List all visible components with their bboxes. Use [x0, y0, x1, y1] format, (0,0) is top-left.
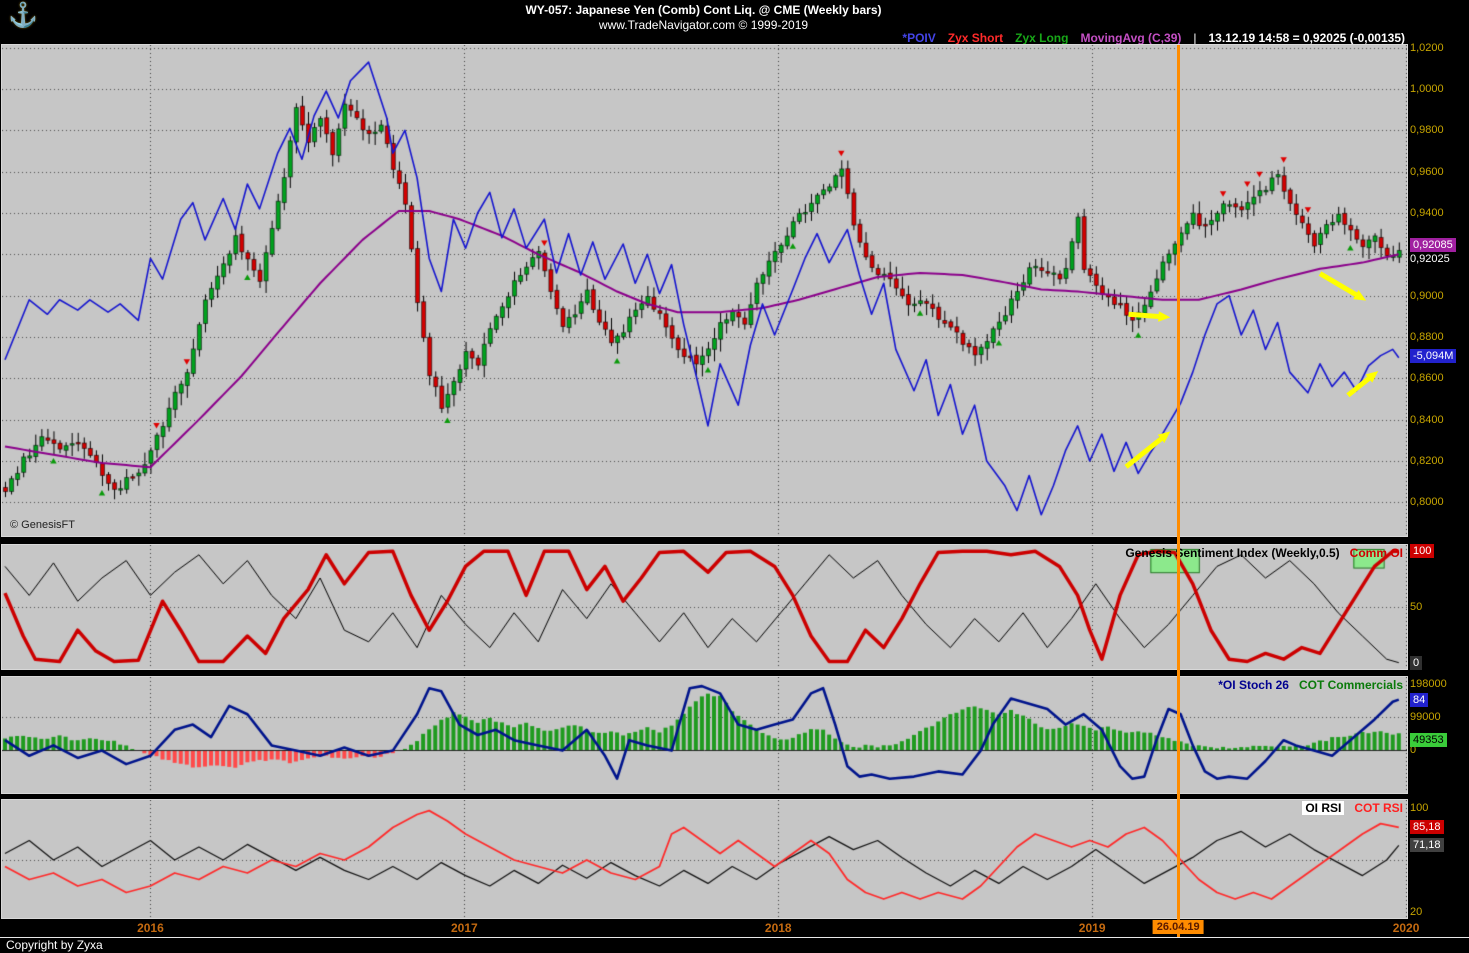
- axis-label: 0,9400: [1410, 207, 1444, 219]
- commercials-value-badge: 49353: [1410, 733, 1447, 747]
- website-line: www.TradeNavigator.com © 1999-2019: [598, 18, 809, 32]
- axis-label: 0: [1410, 744, 1417, 756]
- oi-rsi-title-text: OI RSI: [1302, 801, 1345, 815]
- axis-label: 0,9600: [1410, 166, 1444, 178]
- time-axis: 2016 2017 2018 2019 2020 26.04.19: [0, 918, 1469, 937]
- axis-label: 1,0200: [1410, 42, 1444, 54]
- axis-label: 100: [1410, 544, 1435, 558]
- price-axis-strip: 1,0200 1,0000 0,9800 0,9600 0,9400 0,9000 0,88…: [1407, 0, 1469, 953]
- year-label-2020: 2020: [1392, 921, 1420, 935]
- price-chart-canvas[interactable]: [1, 44, 1408, 537]
- axis-label: 0,9800: [1410, 124, 1444, 136]
- axis-label: 0: [1410, 656, 1423, 670]
- year-label-2017: 2017: [450, 921, 478, 935]
- cot-commercials-label: COT Commercials: [1298, 678, 1403, 692]
- axis-label: 1,0000: [1410, 83, 1444, 95]
- axis-label: 0,8400: [1410, 414, 1444, 426]
- stoch-panel-title: *OI Stoch 26 COT Commercials: [1218, 678, 1403, 692]
- year-label-2019: 2019: [1078, 921, 1106, 935]
- axis-label: 198000: [1410, 678, 1447, 690]
- cursor-date-badge: 26.04.19: [1152, 920, 1204, 934]
- year-label-2018: 2018: [764, 921, 792, 935]
- moving-avg-value-badge: 0,92085: [1410, 238, 1456, 252]
- legend-poiv[interactable]: *POIV: [902, 31, 936, 45]
- axis-label: 50: [1410, 601, 1423, 613]
- genesisft-watermark: © GenesisFT: [10, 519, 75, 531]
- titlebar: WY-057: Japanese Yen (Comb) Cont Liq. @ …: [0, 0, 1407, 32]
- app-logo-anchor-icon: ⚓: [8, 2, 38, 29]
- legend-bar: *POIV Zyx Short Zyx Long MovingAvg (C,39…: [0, 31, 1405, 45]
- year-label-2016: 2016: [137, 921, 164, 935]
- axis-label: 99000: [1410, 711, 1441, 723]
- axis-label: 0,8800: [1410, 331, 1444, 343]
- sentiment-panel-title: Genesis Sentiment Index (Weekly,0.5) Com…: [1125, 546, 1403, 560]
- axis-label: 20: [1410, 906, 1423, 918]
- cursor-quote: 13.12.19 14:58 = 0,92025 (-0,00135): [1208, 31, 1406, 45]
- comm-oi-label: Comm OI: [1349, 546, 1403, 560]
- poiv-value-badge: -5,094M: [1410, 349, 1457, 363]
- oi-stoch-value-badge: 84: [1410, 693, 1429, 707]
- chart-title: WY-057: Japanese Yen (Comb) Cont Liq. @ …: [525, 3, 882, 17]
- legend-movingavg[interactable]: MovingAvg (C,39): [1080, 31, 1182, 45]
- sentiment-title-text: Genesis Sentiment Index (Weekly,0.5): [1125, 546, 1340, 560]
- cot-rsi-label: COT RSI: [1354, 801, 1403, 815]
- rsi-panel-title: OI RSI COT RSI: [1302, 801, 1403, 815]
- legend-zyx-long[interactable]: Zyx Long: [1015, 31, 1069, 45]
- last-price-label: 0,92025: [1410, 253, 1450, 265]
- copyright-bar: Copyright by Zyxa: [0, 937, 1469, 953]
- axis-label: 100: [1410, 802, 1429, 814]
- axis-label: 0,9000: [1410, 290, 1444, 302]
- rsi-panel-canvas[interactable]: [1, 799, 1408, 919]
- oi-stoch-title-text: *OI Stoch 26: [1218, 678, 1289, 692]
- cursor-vertical-line[interactable]: [1177, 45, 1180, 937]
- axis-label: 0,8600: [1410, 372, 1444, 384]
- axis-label: 0,8000: [1410, 496, 1444, 508]
- axis-label: 0,8200: [1410, 455, 1444, 467]
- cot-rsi-value-badge: 85,18: [1410, 820, 1444, 834]
- copyright-text: Copyright by Zyxa: [6, 938, 103, 952]
- legend-zyx-short[interactable]: Zyx Short: [947, 31, 1004, 45]
- sentiment-panel-canvas[interactable]: [1, 544, 1408, 670]
- stoch-panel-canvas[interactable]: [1, 676, 1408, 794]
- oi-rsi-value-badge: 71,18: [1410, 838, 1444, 852]
- legend-separator: |: [1193, 31, 1197, 45]
